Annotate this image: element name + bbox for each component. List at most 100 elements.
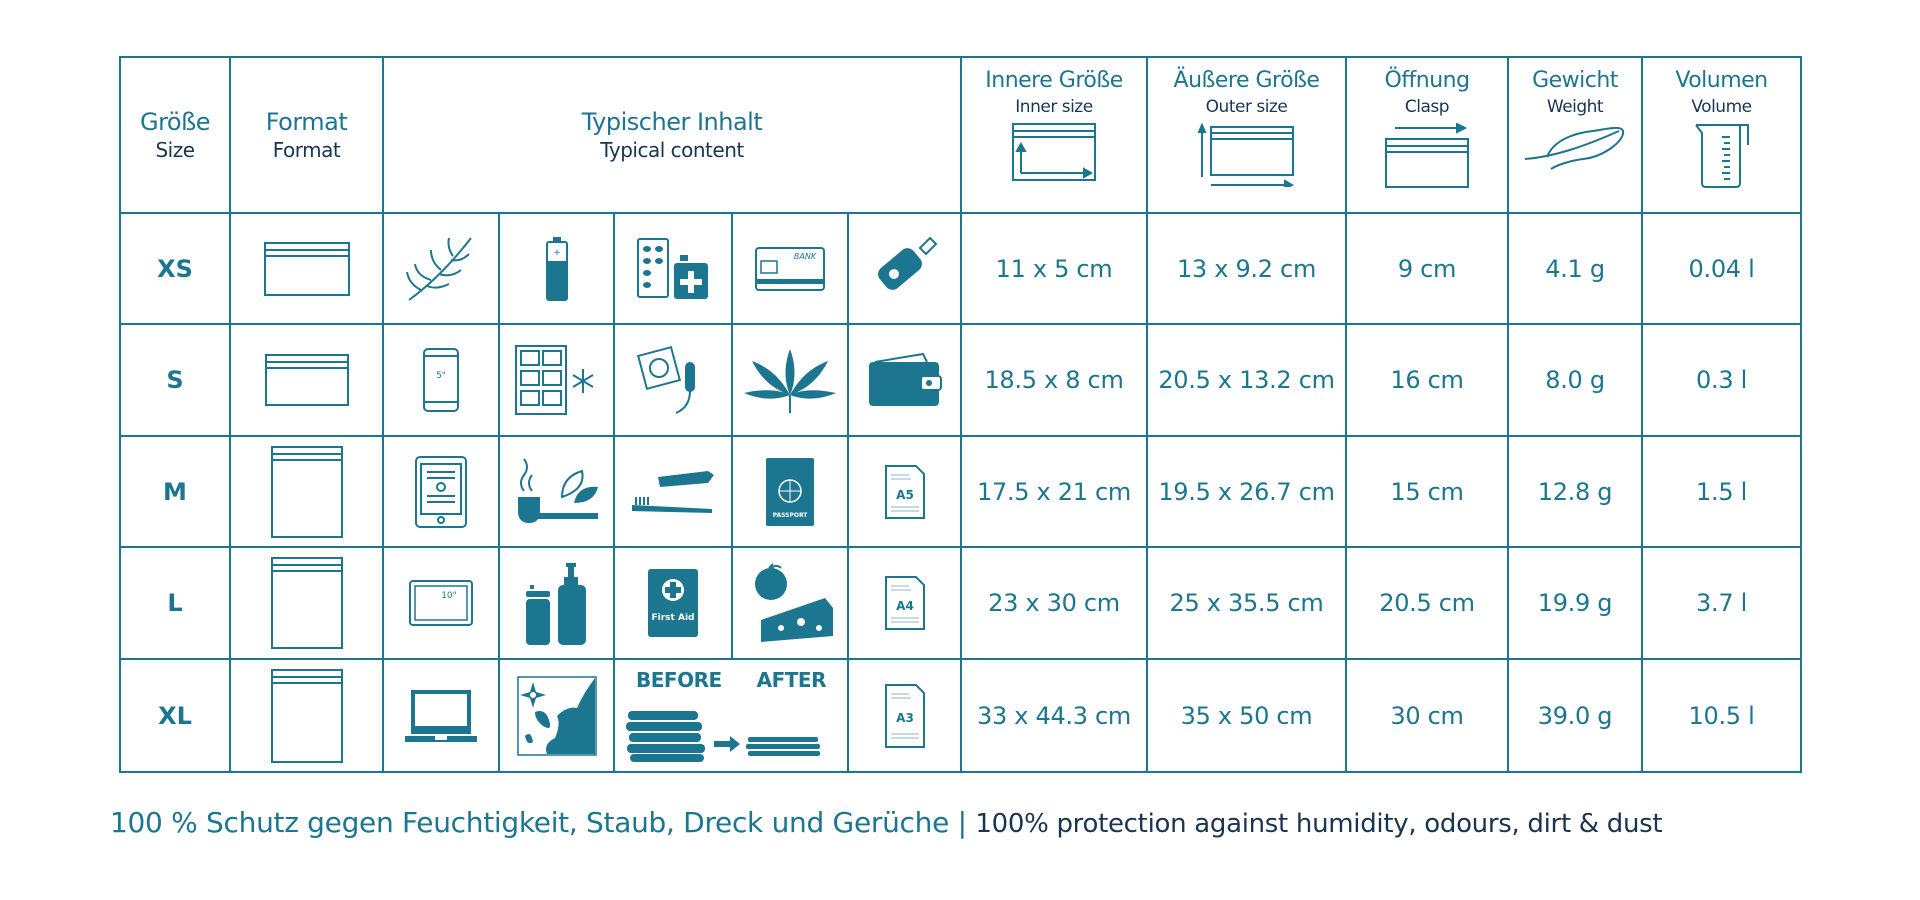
value: 17.5 x 21 cm: [976, 477, 1132, 506]
weight-value: 39.0 g: [1509, 660, 1643, 771]
herb-icon: [406, 236, 472, 301]
phone-size-label: 5": [436, 371, 446, 381]
content-cell: 5": [384, 325, 500, 437]
header-de: Volumen: [1675, 68, 1768, 93]
weight-value: 4.1 g: [1509, 214, 1643, 325]
wallet-icon: [868, 352, 942, 406]
content-cell: [384, 437, 500, 548]
size-cell: XS: [121, 214, 231, 325]
content-cell: [733, 325, 849, 437]
content-cell: A5: [849, 437, 962, 548]
header-de: Öffnung: [1384, 68, 1470, 93]
value: 9 cm: [1397, 254, 1457, 283]
size-cell: L: [121, 548, 231, 660]
header-de: Typischer Inhalt: [581, 108, 763, 136]
header-en: Volume: [1691, 97, 1752, 117]
inner-size-value: 33 x 44.3 cm: [962, 660, 1148, 771]
clasp-value: 20.5 cm: [1347, 548, 1509, 660]
header-en: Typical content: [600, 138, 744, 162]
content-cell: [849, 325, 962, 437]
outer-size-value: 35 x 50 cm: [1148, 660, 1347, 771]
food-icon: [755, 563, 833, 642]
format-cell: [231, 437, 384, 548]
ice-cubes-icon: [514, 345, 594, 415]
content-cell: [733, 548, 849, 660]
bank-label: BANK: [794, 252, 817, 261]
header-format: Format Format: [231, 58, 384, 214]
outer-size-value: 25 x 35.5 cm: [1148, 548, 1347, 660]
first-aid-label: First Aid: [652, 613, 695, 623]
size-label: M: [163, 477, 187, 506]
header-de: Innere Größe: [985, 68, 1123, 93]
content-cell: [384, 214, 500, 325]
format-portrait-icon: [270, 668, 343, 763]
format-portrait-icon: [270, 445, 343, 538]
inner-size-value: 23 x 30 cm: [962, 548, 1148, 660]
header-size: Größe Size: [121, 58, 231, 214]
content-cell-before-after: BEFORE AFTER: [615, 660, 849, 771]
format-cell: [231, 214, 384, 325]
value: 18.5 x 8 cm: [984, 366, 1124, 394]
size-label: XL: [158, 701, 192, 730]
content-cell: +: [500, 214, 615, 325]
pipe-tea-icon: [517, 457, 598, 523]
value: 35 x 50 cm: [1180, 701, 1313, 730]
tagline-separator: |: [957, 806, 967, 839]
toothbrush-icon: [632, 470, 714, 513]
format-cell: [231, 325, 384, 437]
outer-size-value: 19.5 x 26.7 cm: [1148, 437, 1347, 548]
header-de: Äußere Größe: [1173, 68, 1320, 93]
footer-tagline: 100 % Schutz gegen Feuchtigkeit, Staub, …: [110, 806, 1663, 839]
header-volume: Volumen Volume: [1643, 58, 1800, 214]
content-cell: [500, 548, 615, 660]
header-en: Size: [155, 138, 195, 162]
value: 30 cm: [1390, 701, 1464, 730]
document-a4-icon: A4: [884, 576, 925, 630]
cannabis-leaf-icon: [744, 349, 836, 413]
volume-value: 3.7 l: [1643, 548, 1800, 660]
header-en: Weight: [1546, 97, 1604, 117]
content-cell: A3: [849, 660, 962, 771]
a3-label: A3: [896, 711, 914, 725]
clothes-compression-icon: [626, 711, 820, 763]
content-cell: [615, 325, 733, 437]
value: 11 x 5 cm: [995, 254, 1113, 283]
content-cell: A4: [849, 548, 962, 660]
outer-size-value: 13 x 9.2 cm: [1148, 214, 1347, 325]
value: 12.8 g: [1537, 477, 1613, 506]
value: 0.3 l: [1696, 366, 1747, 394]
value: 16 cm: [1390, 366, 1464, 394]
size-label: XS: [157, 254, 193, 283]
outer-size-icon: [1196, 123, 1294, 187]
a4-label: A4: [896, 599, 914, 613]
value: 0.04 l: [1688, 254, 1755, 283]
volume-value: 0.04 l: [1643, 214, 1800, 325]
size-label: L: [167, 589, 183, 617]
ereader-icon: [415, 455, 467, 528]
format-landscape-icon: [264, 354, 349, 406]
header-inner-size: Innere Größe Inner size: [962, 58, 1148, 214]
inner-size-value: 17.5 x 21 cm: [962, 437, 1148, 548]
document-a5-icon: A5: [884, 464, 925, 519]
size-cell: XL: [121, 660, 231, 771]
inner-size-icon: [1012, 123, 1096, 181]
content-cell: [615, 437, 733, 548]
first-aid-icon: First Aid: [648, 569, 698, 637]
content-cell: [849, 214, 962, 325]
battery-icon: +: [545, 236, 568, 301]
value: 19.9 g: [1537, 589, 1613, 617]
content-cell: [615, 214, 733, 325]
format-cell: [231, 660, 384, 771]
content-cell: [500, 437, 615, 548]
clasp-value: 15 cm: [1347, 437, 1509, 548]
format-cell: [231, 548, 384, 660]
header-content: Typischer Inhalt Typical content: [384, 58, 962, 214]
smartphone-icon: 5": [423, 348, 459, 412]
value: 8.0 g: [1545, 366, 1605, 394]
before-after-labels: BEFORE AFTER: [636, 667, 827, 692]
content-cell: PASSPORT: [733, 437, 849, 548]
value: 39.0 g: [1537, 701, 1613, 730]
value: 20.5 cm: [1379, 589, 1475, 617]
passport-label: PASSPORT: [773, 512, 809, 519]
after-label: AFTER: [756, 667, 827, 692]
